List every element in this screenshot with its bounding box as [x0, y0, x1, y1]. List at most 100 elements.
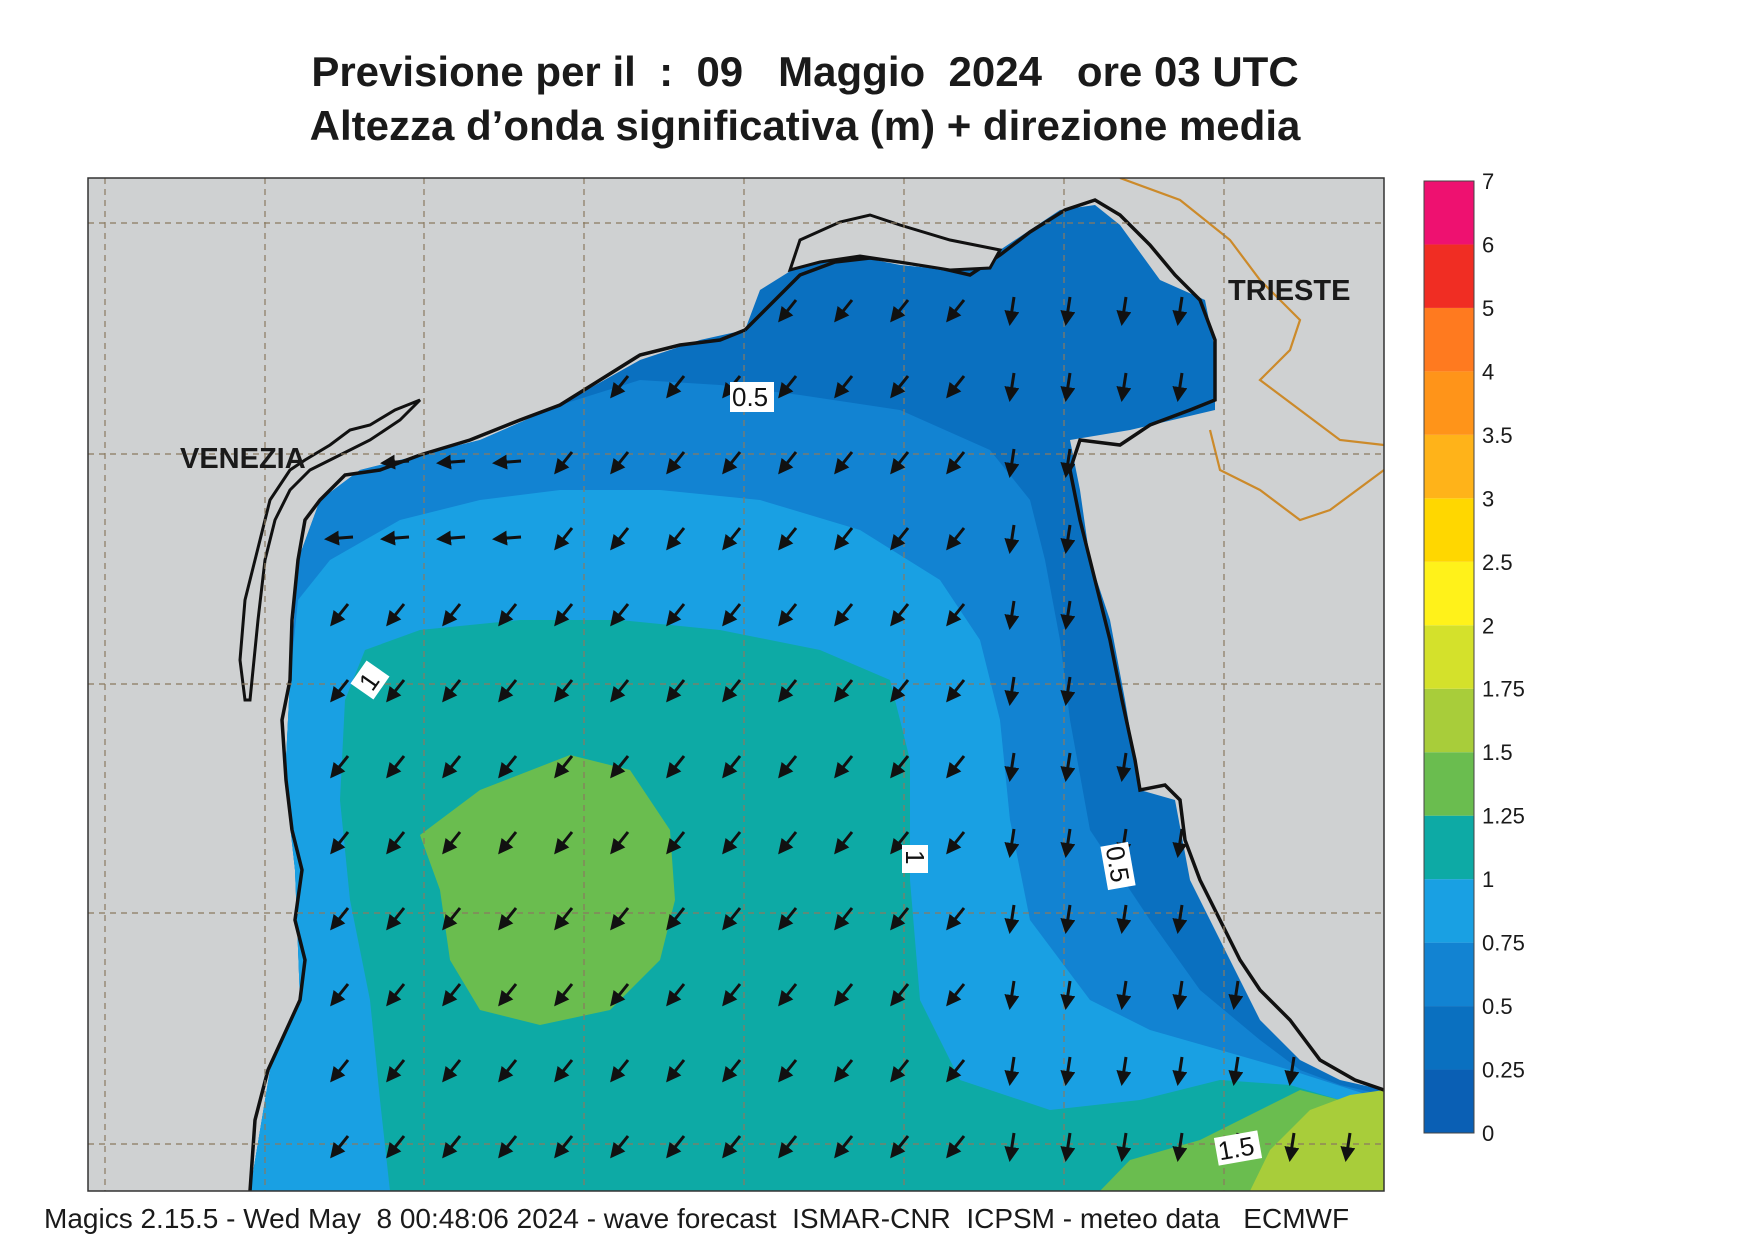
wave-direction-arrow: [946, 907, 966, 931]
wave-band-15: [1250, 1090, 1384, 1191]
wave-direction-arrow: [890, 907, 910, 931]
wave-direction-arrow: [1004, 828, 1020, 858]
contour-label-text: 1.5: [1216, 1130, 1257, 1166]
wave-direction-arrow: [946, 299, 966, 323]
wave-direction-arrow: [946, 1135, 966, 1159]
wave-direction-arrow: [554, 755, 574, 779]
colorbar: 0 0.25 0.5 0.75 1 1.25 1.5 1.75 2 2.5 3 3.5 4 5 6 7: [1423, 169, 1525, 1146]
wave-direction-arrow: [610, 451, 630, 475]
colorbar-tick-label: 7: [1482, 169, 1494, 194]
colorbar-tick-label: 1.25: [1482, 804, 1525, 829]
wave-direction-arrow: [1004, 448, 1020, 478]
colorbar-tick-label: 1: [1482, 867, 1494, 892]
coastline-west: [248, 328, 746, 1191]
wave-direction-arrow: [834, 451, 854, 475]
colorbar-swatch: [1424, 371, 1474, 435]
wave-direction-arrow: [890, 527, 910, 551]
wave-direction-arrow: [834, 831, 854, 855]
colorbar-tick-label: 1.75: [1482, 677, 1525, 702]
contour-label-text: 0.5: [732, 382, 768, 412]
wave-direction-arrow: [498, 1135, 518, 1159]
wave-direction-arrow: [442, 755, 462, 779]
wave-direction-arrow: [890, 983, 910, 1007]
wave-direction-arrow: [1004, 600, 1020, 630]
contour-label-text: 1: [900, 850, 930, 864]
colorbar-swatch: [1424, 561, 1474, 626]
wave-direction-arrow: [610, 375, 630, 399]
colorbar-swatch: [1424, 625, 1474, 689]
wave-direction-arrow: [1004, 524, 1020, 554]
contour-label-05-east: 0.5: [1100, 841, 1136, 891]
colorbar-frame: [1423, 180, 1475, 1134]
colorbar-swatch: [1424, 307, 1474, 372]
wave-direction-arrow: [834, 299, 854, 323]
map-title: Previsione per il : 09 Maggio 2024 ore 0…: [311, 48, 1299, 95]
wave-direction-arrow: [498, 983, 518, 1007]
wave-direction-arrow: [330, 1135, 350, 1159]
wave-direction-arrow: [442, 1135, 462, 1159]
wave-direction-arrow: [722, 907, 742, 931]
wave-direction-arrow: [778, 299, 798, 323]
contour-label-05-north: 0.5: [730, 382, 774, 412]
wave-direction-arrow: [1284, 1132, 1300, 1162]
wave-direction-arrow: [834, 755, 854, 779]
wave-direction-arrow: [1060, 676, 1076, 706]
colorbar-tick-label: 6: [1482, 232, 1494, 257]
wave-direction-arrow: [386, 603, 406, 627]
wave-direction-arrow: [946, 755, 966, 779]
colorbar-swatch: [1424, 688, 1474, 753]
wave-direction-arrow: [610, 831, 630, 855]
wave-direction-arrow: [778, 375, 798, 399]
wave-direction-arrow: [442, 907, 462, 931]
wave-direction-arrow: [492, 530, 522, 546]
wave-direction-arrow: [1004, 1132, 1020, 1162]
footer-credits: Magics 2.15.5 - Wed May 8 00:48:06 2024 …: [44, 1203, 1350, 1234]
wave-direction-arrow: [778, 831, 798, 855]
wave-direction-arrow: [722, 679, 742, 703]
wave-direction-arrow: [1060, 828, 1076, 858]
wave-direction-arrow: [1060, 600, 1076, 630]
wave-direction-arrow: [1004, 1056, 1020, 1086]
wave-direction-arrow: [722, 755, 742, 779]
wave-direction-arrow: [498, 755, 518, 779]
wave-direction-arrow: [554, 451, 574, 475]
wave-direction-arrow: [722, 603, 742, 627]
colorbar-swatch: [1424, 879, 1474, 943]
wave-direction-arrow: [330, 755, 350, 779]
wave-direction-arrow: [1004, 676, 1020, 706]
colorbar-tick-label: 2.5: [1482, 550, 1513, 575]
wave-direction-arrow: [1060, 372, 1076, 402]
wave-direction-arrow: [498, 831, 518, 855]
graticule: [88, 178, 1384, 1191]
wave-direction-arrow: [386, 983, 406, 1007]
wave-direction-arrow: [554, 679, 574, 703]
wave-direction-arrow: [1060, 1132, 1076, 1162]
wave-direction-arrow: [1060, 448, 1076, 478]
wave-direction-arrow: [1004, 296, 1020, 326]
wave-direction-arrow: [946, 983, 966, 1007]
wave-direction-arrow: [1172, 1056, 1188, 1086]
wave-direction-arrow: [610, 603, 630, 627]
wave-direction-arrow: [834, 1059, 854, 1083]
colorbar-swatch: [1424, 434, 1474, 499]
colorbar-tick-label: 0.5: [1482, 994, 1513, 1019]
wave-direction-arrow: [890, 603, 910, 627]
wave-direction-arrow: [778, 755, 798, 779]
colorbar-swatch: [1424, 498, 1474, 562]
wave-direction-arrow: [778, 1059, 798, 1083]
wave-direction-arrow: [666, 679, 686, 703]
wave-direction-arrow: [554, 831, 574, 855]
colorbar-swatch: [1424, 815, 1474, 880]
colorbar-tick-label: 4: [1482, 359, 1494, 384]
wave-direction-arrow: [722, 831, 742, 855]
colorbar-swatch: [1424, 942, 1474, 1007]
wave-direction-arrow: [324, 530, 354, 546]
colorbar-swatch: [1424, 1006, 1474, 1070]
wave-direction-arrow: [610, 983, 630, 1007]
wave-band-125: [420, 755, 675, 1025]
wave-direction-arrow: [554, 1135, 574, 1159]
wave-direction-arrow: [330, 907, 350, 931]
colorbar-tick-label: 3: [1482, 486, 1494, 511]
map-frame: [87, 177, 1385, 1192]
wave-direction-arrow: [666, 375, 686, 399]
